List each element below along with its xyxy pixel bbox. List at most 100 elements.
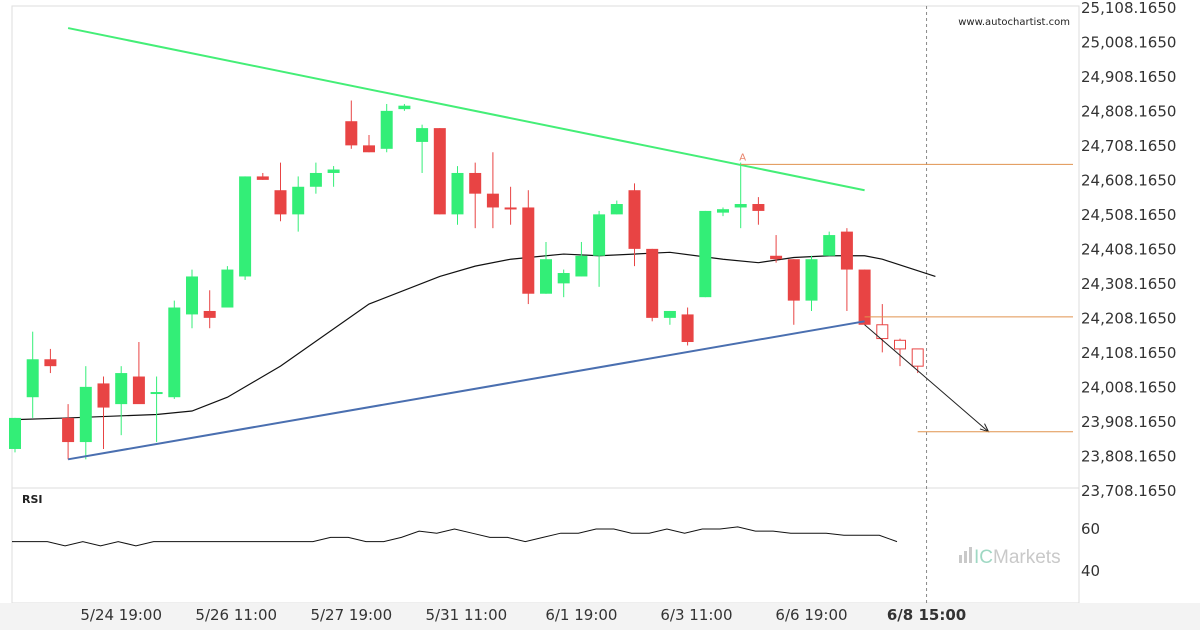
price-tick-label: 24,708.1650 (1081, 137, 1176, 155)
brand-logo: ICMarkets (959, 547, 1061, 568)
forecast-candle (894, 339, 906, 350)
brand-bar-1 (959, 555, 962, 563)
candle-body (717, 209, 729, 213)
candle-body (62, 417, 75, 443)
candle-body (752, 204, 765, 211)
rsi-layer (12, 526, 898, 547)
price-tick-label: 24,308.1650 (1081, 275, 1176, 293)
rsi-tick-label: 40 (1081, 562, 1100, 580)
candle-body (610, 204, 623, 215)
candle-body (398, 105, 411, 110)
time-tick-label: 5/26 11:00 (195, 606, 277, 624)
svg-text:ICMarkets: ICMarkets (974, 547, 1061, 568)
time-tick-label: 6/3 11:00 (660, 606, 732, 624)
candle-body (9, 417, 21, 449)
price-tick-label: 24,408.1650 (1081, 241, 1176, 259)
candle-body (274, 190, 287, 215)
brand-bar-3 (969, 547, 972, 563)
candle-body (345, 121, 358, 146)
price-tick-label: 23,908.1650 (1081, 413, 1176, 431)
candle-body (150, 392, 163, 395)
candle-body (132, 376, 145, 405)
moving-average-line (14, 251, 936, 421)
candle-body (540, 259, 552, 294)
resistance-line (67, 27, 865, 192)
price-tick-label: 24,008.1650 (1081, 379, 1176, 397)
price-tick-label: 23,808.1650 (1081, 448, 1176, 466)
candle-body (380, 110, 393, 149)
candle-body (363, 145, 375, 153)
plot-frame (11, 5, 1080, 604)
candle-body (416, 128, 429, 142)
price-axis: 25,108.1650 25,008.1650 24,908.1650 24,808.… (1081, 0, 1176, 580)
rsi-line (12, 526, 898, 547)
time-tick-label: 5/24 19:00 (80, 606, 162, 624)
price-tick-label: 24,608.1650 (1081, 172, 1176, 190)
candle-body (221, 269, 234, 308)
candle-body (97, 383, 110, 408)
candle-body (628, 190, 641, 249)
candle-body (805, 259, 818, 301)
brand-prefix: IC (974, 547, 993, 568)
candle-body (840, 231, 853, 270)
projection-arrow (864, 324, 989, 433)
candle-body (770, 255, 783, 260)
candle-body (734, 204, 747, 208)
candle-body (239, 176, 252, 277)
candle-body (823, 235, 836, 256)
candle-body (168, 307, 181, 398)
candle-body (451, 172, 464, 215)
candle-body (681, 314, 694, 343)
candle-body (115, 373, 128, 405)
candle-body (486, 193, 499, 208)
levels-layer: A (739, 152, 1073, 433)
time-tick-label: 6/8 15:00 (887, 606, 966, 624)
price-tick-label: 24,508.1650 (1081, 206, 1176, 224)
candle-body (646, 248, 659, 318)
rsi-title: RSI (22, 493, 43, 506)
candle-body (203, 310, 216, 318)
candle-body (593, 214, 606, 256)
time-tick-label: 6/6 19:00 (775, 606, 847, 624)
candle-body (787, 259, 800, 301)
candle-body (557, 273, 570, 284)
candle-body (327, 169, 340, 173)
time-tick-label: 6/1 19:00 (545, 606, 617, 624)
x-axis-band (0, 603, 1200, 630)
price-tick-label: 24,208.1650 (1081, 310, 1176, 328)
candle-body (309, 172, 322, 187)
time-axis: 5/24 19:00 5/26 11:00 5/27 19:00 5/31 11:00… (80, 606, 966, 624)
time-tick-label: 5/31 11:00 (426, 606, 508, 624)
price-tick-label: 24,808.1650 (1081, 103, 1176, 121)
brand-name: Markets (993, 547, 1061, 568)
price-tick-label: 23,708.1650 (1081, 482, 1176, 500)
rsi-tick-label: 60 (1081, 520, 1100, 538)
candle-body (575, 255, 588, 277)
forecast-candle (911, 348, 924, 367)
candle-body (186, 276, 198, 315)
candle-body (504, 207, 517, 210)
candle-body (433, 128, 446, 215)
candle-body (663, 310, 676, 318)
moving-average-layer (14, 251, 936, 421)
price-tick-label: 25,108.1650 (1081, 0, 1176, 17)
price-tick-label: 24,108.1650 (1081, 344, 1176, 362)
candle-body (292, 186, 305, 215)
candle-body (79, 386, 92, 443)
price-tick-label: 24,908.1650 (1081, 68, 1176, 86)
candle-body (469, 172, 482, 194)
forecast-candle (876, 324, 889, 340)
candle-body (256, 176, 269, 180)
candle-body (699, 210, 712, 298)
time-tick-label: 5/27 19:00 (310, 606, 392, 624)
source-label: www.autochartist.com (958, 17, 1070, 28)
candle-body (858, 269, 871, 325)
candles-layer (9, 100, 924, 460)
brand-bar-2 (964, 551, 967, 563)
candle-body (522, 207, 535, 294)
pattern-point-label: A (739, 152, 746, 163)
candle-body (26, 359, 39, 398)
candle-body (44, 359, 57, 367)
price-tick-label: 25,008.1650 (1081, 34, 1176, 52)
